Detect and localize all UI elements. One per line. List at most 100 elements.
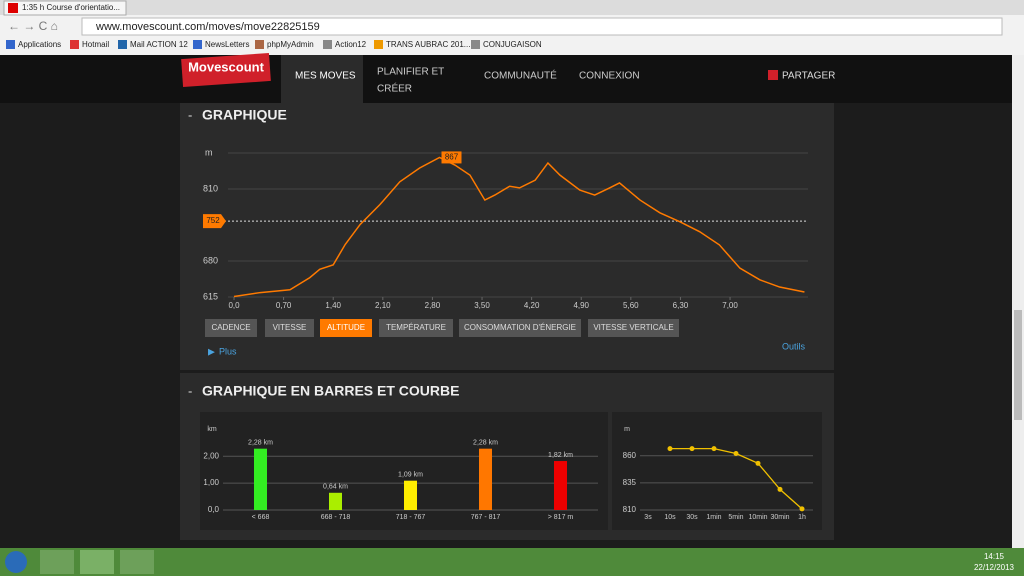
curve-point — [711, 446, 717, 452]
x-tick-label: 5,60 — [623, 301, 639, 310]
bookmark[interactable]: NewsLetters — [205, 40, 249, 49]
curve-point — [777, 486, 783, 492]
graph-title: GRAPHIQUE — [202, 107, 287, 123]
bar — [254, 448, 267, 510]
nav-item[interactable]: CRÉER — [377, 82, 412, 95]
logo-box[interactable] — [181, 52, 271, 88]
x-tick-label: 3,50 — [474, 301, 490, 310]
curve-point — [689, 446, 695, 452]
bookmark[interactable]: Mail ACTION 12 — [130, 40, 188, 49]
url: www.movescount.com/moves/move22825159 — [95, 21, 320, 33]
clock-time: 14:15 — [984, 552, 1005, 561]
curve-point — [799, 506, 805, 512]
more-label[interactable]: Plus — [219, 346, 237, 356]
bookmark[interactable]: phpMyAdmin — [267, 40, 314, 49]
altitude-line — [233, 156, 805, 298]
x-tick-label: 1,40 — [325, 301, 341, 310]
bookmark[interactable]: TRANS AUBRAC 201... — [386, 40, 470, 49]
bookmark-icon — [374, 40, 383, 49]
x-tick-label: 767 - 817 — [471, 514, 501, 521]
bar-label: 1,82 km — [548, 452, 573, 459]
bar-label: 2,28 km — [473, 440, 498, 447]
x-tick-label: 1h — [798, 514, 806, 521]
active-nav — [281, 55, 363, 103]
metric-button[interactable] — [205, 319, 257, 337]
bar — [479, 448, 492, 510]
task-icon[interactable] — [120, 550, 154, 574]
y-tick-label: 860 — [623, 451, 637, 460]
y-tick-label: 0,0 — [208, 505, 220, 514]
y-unit: m — [205, 147, 213, 157]
nav-item[interactable]: MES MOVES — [295, 71, 356, 82]
bookmark-icon — [471, 40, 480, 49]
task-icon[interactable] — [80, 550, 114, 574]
nav-item[interactable]: PLANIFIER ET — [377, 67, 444, 78]
start-button[interactable] — [5, 551, 27, 573]
x-tick-label: 6,30 — [673, 301, 689, 310]
address-bar[interactable] — [81, 17, 1003, 36]
y-tick-label: 1,00 — [203, 478, 219, 487]
nav-item[interactable]: COMMUNAUTÉ — [484, 69, 557, 82]
metric-button[interactable] — [265, 319, 314, 337]
more[interactable]: ▶ — [208, 346, 215, 356]
taskbar — [0, 548, 1024, 576]
metric-button[interactable] — [320, 319, 372, 337]
metric-button[interactable] — [379, 319, 453, 337]
bookmark-icon — [6, 40, 15, 49]
x-tick-label: > 817 m — [548, 514, 574, 521]
bookmark-icon — [70, 40, 79, 49]
current-label: 752 — [206, 216, 220, 225]
site-header — [0, 55, 1012, 103]
bookmark-icon — [193, 40, 202, 49]
tools[interactable]: Outils — [782, 341, 806, 351]
x-tick-label: 1min — [706, 514, 721, 521]
bullet: - — [188, 383, 192, 398]
bars-title: GRAPHIQUE EN BARRES ET COURBE — [202, 383, 459, 399]
bookmark[interactable]: Applications — [18, 40, 61, 49]
current-marker — [203, 214, 226, 229]
scroll-thumb[interactable] — [1014, 310, 1022, 420]
bookmark[interactable]: Hotmail — [82, 40, 109, 49]
x-tick-label: 7,00 — [722, 301, 738, 310]
bar-label: 1,09 km — [398, 472, 423, 479]
y-tick-label: 615 — [203, 291, 218, 301]
bookmark[interactable]: CONJUGAISON — [483, 40, 542, 49]
share[interactable]: PARTAGER — [782, 71, 835, 82]
scrollbar[interactable] — [1012, 55, 1024, 548]
logo: Movescount — [188, 59, 265, 74]
bar — [554, 461, 567, 510]
share-icon — [768, 70, 778, 80]
metric-button-label[interactable]: ALTITUDE — [327, 323, 365, 332]
tab[interactable] — [3, 0, 127, 16]
bar — [329, 492, 342, 510]
metric-button-label[interactable]: VITESSE — [273, 323, 307, 332]
nav-item[interactable]: CONNEXION — [579, 71, 640, 82]
y-tick-label: 680 — [203, 255, 218, 265]
x-tick-label: 668 - 718 — [321, 514, 351, 521]
metric-button-label[interactable]: CONSOMMATION D'ÉNERGIE — [464, 323, 576, 332]
tab-title: 1:35 h Course d'orientatio... — [22, 3, 120, 12]
x-tick-label: 10min — [748, 514, 767, 521]
bookmark-icon — [118, 40, 127, 49]
metric-button[interactable] — [459, 319, 581, 337]
x-tick-label: 0,70 — [276, 301, 292, 310]
x-tick-label: 30s — [686, 514, 698, 521]
bookmark-icon — [323, 40, 332, 49]
bookmark[interactable]: Action12 — [335, 40, 367, 49]
metric-button-label[interactable]: TEMPÉRATURE — [386, 323, 446, 332]
x-tick-label: 2,80 — [425, 301, 441, 310]
x-tick-label: 4,20 — [524, 301, 540, 310]
metric-button[interactable] — [588, 319, 679, 337]
x-tick-label: 0,0 — [228, 301, 240, 310]
nav-buttons[interactable]: ← → C ⌂ — [8, 19, 58, 33]
bar-label: 0,64 km — [323, 484, 348, 491]
metric-button-label[interactable]: CADENCE — [211, 323, 250, 332]
metric-button-label[interactable]: VITESSE VERTICALE — [593, 323, 673, 332]
bookmark-icon — [255, 40, 264, 49]
y-tick-label: 2,00 — [203, 451, 219, 460]
y-tick-label: 835 — [623, 478, 637, 487]
bar-label: 2,28 km — [248, 440, 273, 447]
task-icon[interactable] — [40, 550, 74, 574]
